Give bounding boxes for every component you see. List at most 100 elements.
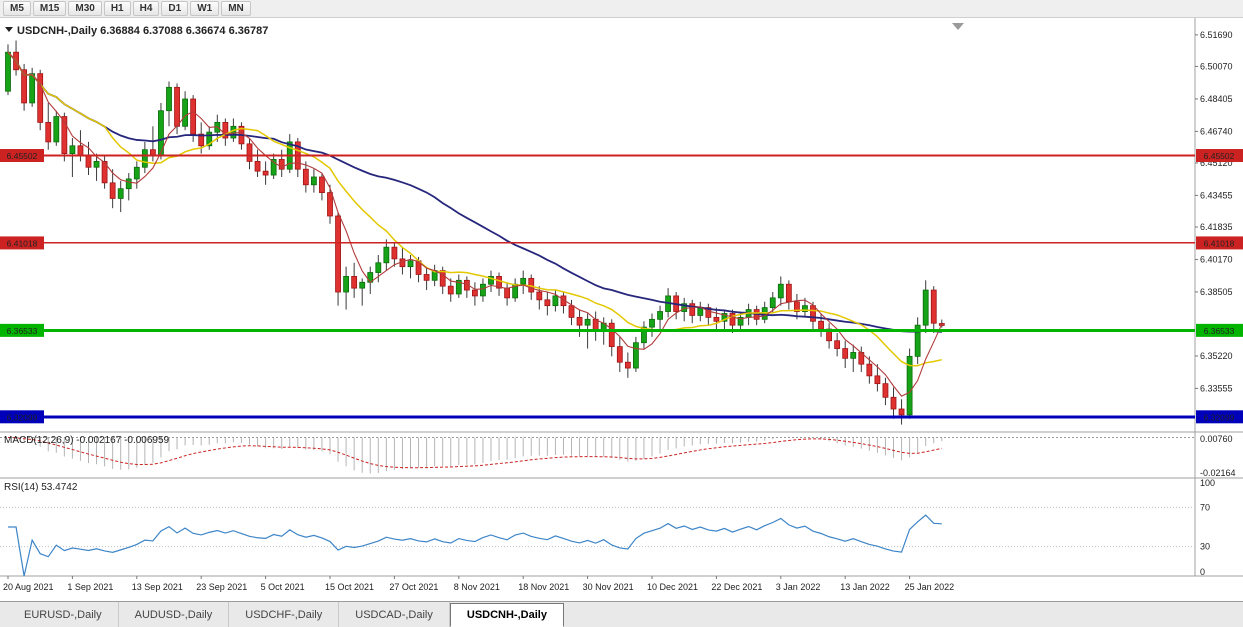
macd-axis-max-label: 0.00760	[1200, 434, 1233, 444]
candle-body	[616, 346, 623, 363]
candle-body	[818, 320, 824, 330]
date-label: 8 Nov 2021	[454, 582, 500, 592]
candle-body	[455, 279, 462, 295]
timeframe-toolbar: M5 M15 M30 H1 H4 D1 W1 MN	[0, 0, 1243, 18]
symbol-dropdown-icon[interactable]	[5, 27, 13, 32]
candle-body	[310, 176, 317, 186]
level-badge-left-label: 6.36533	[7, 326, 38, 336]
level-badge-right	[1196, 410, 1243, 424]
candle-body	[737, 316, 744, 326]
price-tick-label: 6.50070	[1200, 61, 1233, 71]
level-badge-left	[0, 149, 44, 163]
candle-body	[721, 313, 728, 322]
rsi-axis-label: 70	[1200, 502, 1210, 512]
timeframe-button-m5[interactable]: M5	[3, 1, 31, 16]
chart-region: 6.51690 6.50070 6.48405 6.46740 6.45120 6.434…	[0, 18, 1243, 601]
candle-body	[480, 283, 486, 297]
candle-body	[930, 289, 937, 324]
candle-body	[834, 340, 841, 349]
timeframe-button-w1[interactable]: W1	[190, 1, 220, 16]
candle-body	[302, 168, 309, 186]
macd-signal-line	[7, 437, 942, 469]
candle-body	[504, 287, 511, 299]
date-label: 23 Sep 2021	[196, 582, 247, 592]
tab-audusd-daily[interactable]: AUDUSD-,Daily	[119, 602, 230, 627]
candle-body	[125, 178, 132, 190]
tab-usdcnh-daily[interactable]: USDCNH-,Daily	[449, 603, 564, 627]
timeframe-button-h4[interactable]: H4	[132, 1, 160, 16]
candle-body	[166, 86, 172, 112]
chart-canvas[interactable]: 6.51690 6.50070 6.48405 6.46740 6.45120 6.434…	[0, 18, 1243, 601]
date-label: 27 Oct 2021	[389, 582, 438, 592]
timeframe-button-d1[interactable]: D1	[161, 1, 189, 16]
candle-body	[568, 305, 575, 318]
tab-eurusd-daily[interactable]: EURUSD-,Daily	[8, 602, 119, 627]
tab-usdcad-daily[interactable]: USDCAD-,Daily	[339, 602, 450, 627]
candle-body	[278, 159, 285, 170]
candle-body	[53, 116, 60, 143]
level-badge-right-label: 6.45502	[1204, 151, 1235, 161]
candle-body	[882, 383, 889, 398]
candle-body	[262, 170, 269, 176]
price-axis: 6.51690 6.50070 6.48405 6.46740 6.45120 6.434…	[1195, 30, 1233, 393]
level-badge-right-label: 6.36533	[1204, 326, 1235, 336]
level-badge-left	[0, 323, 44, 337]
candle-body	[77, 145, 84, 156]
candle-body	[874, 375, 881, 385]
candle-body	[785, 283, 792, 303]
rsi-label: RSI(14) 53.4742	[4, 482, 78, 493]
rsi-axis-label: 100	[1200, 478, 1215, 488]
date-label: 20 Aug 2021	[3, 582, 54, 592]
candle-body	[230, 125, 237, 139]
candle-body	[842, 348, 849, 359]
candle-body	[391, 246, 398, 260]
candle-body	[149, 149, 156, 156]
level-badge-right	[1196, 236, 1243, 250]
date-label: 22 Dec 2021	[711, 582, 762, 592]
price-tick-label: 6.38505	[1200, 287, 1233, 297]
rsi-line	[8, 514, 942, 577]
price-tick-label: 6.45120	[1200, 158, 1233, 168]
timeframe-button-m15[interactable]: M15	[32, 1, 67, 16]
horizontal-level-lines[interactable]: 6.45502 6.45502 6.41018 6.41018 6.36533 6.365…	[0, 149, 1243, 424]
date-axis: 20 Aug 2021 1 Sep 2021 13 Sep 2021 23 Sep 2…	[3, 576, 954, 592]
candle-body	[633, 342, 639, 369]
candle-body	[327, 192, 333, 217]
candle-body	[850, 352, 857, 359]
chart-shift-marker-icon	[952, 23, 964, 30]
candle-body	[343, 276, 350, 293]
candle-body	[109, 182, 116, 199]
price-tick-label: 6.40170	[1200, 254, 1233, 264]
candle-body	[182, 98, 189, 127]
macd-axis-min-label: -0.02164	[1200, 468, 1236, 478]
date-label: 25 Jan 2022	[905, 582, 955, 592]
candle-body	[270, 159, 277, 176]
candle-body	[649, 318, 655, 328]
candle-body	[906, 355, 913, 416]
candle-body	[69, 145, 76, 154]
candle-body	[37, 73, 44, 123]
price-tick-label: 6.35220	[1200, 351, 1233, 361]
candle-body	[254, 160, 261, 172]
candle-body	[117, 188, 124, 199]
tab-usdchf-daily[interactable]: USDCHF-,Daily	[229, 602, 340, 627]
timeframe-button-m30[interactable]: M30	[68, 1, 102, 16]
candle-body	[866, 363, 873, 377]
level-badge-right	[1196, 323, 1243, 337]
candle-body	[198, 133, 205, 147]
candle-body	[794, 301, 800, 312]
level-badge-right-label: 6.41018	[1204, 238, 1235, 248]
ma-mid-line	[7, 51, 942, 367]
level-badge-left-label: 6.41018	[7, 238, 38, 248]
candle-body	[222, 122, 229, 139]
date-label: 10 Dec 2021	[647, 582, 698, 592]
candle-body	[890, 396, 897, 410]
level-badge-left-label: 6.32099	[7, 412, 38, 422]
candle-body	[810, 305, 816, 322]
candle-body	[802, 305, 808, 312]
candle-body	[375, 262, 382, 273]
candle-body	[335, 215, 341, 293]
timeframe-button-h1[interactable]: H1	[103, 1, 131, 16]
timeframe-button-mn[interactable]: MN	[221, 1, 251, 16]
candle-body	[190, 98, 197, 135]
